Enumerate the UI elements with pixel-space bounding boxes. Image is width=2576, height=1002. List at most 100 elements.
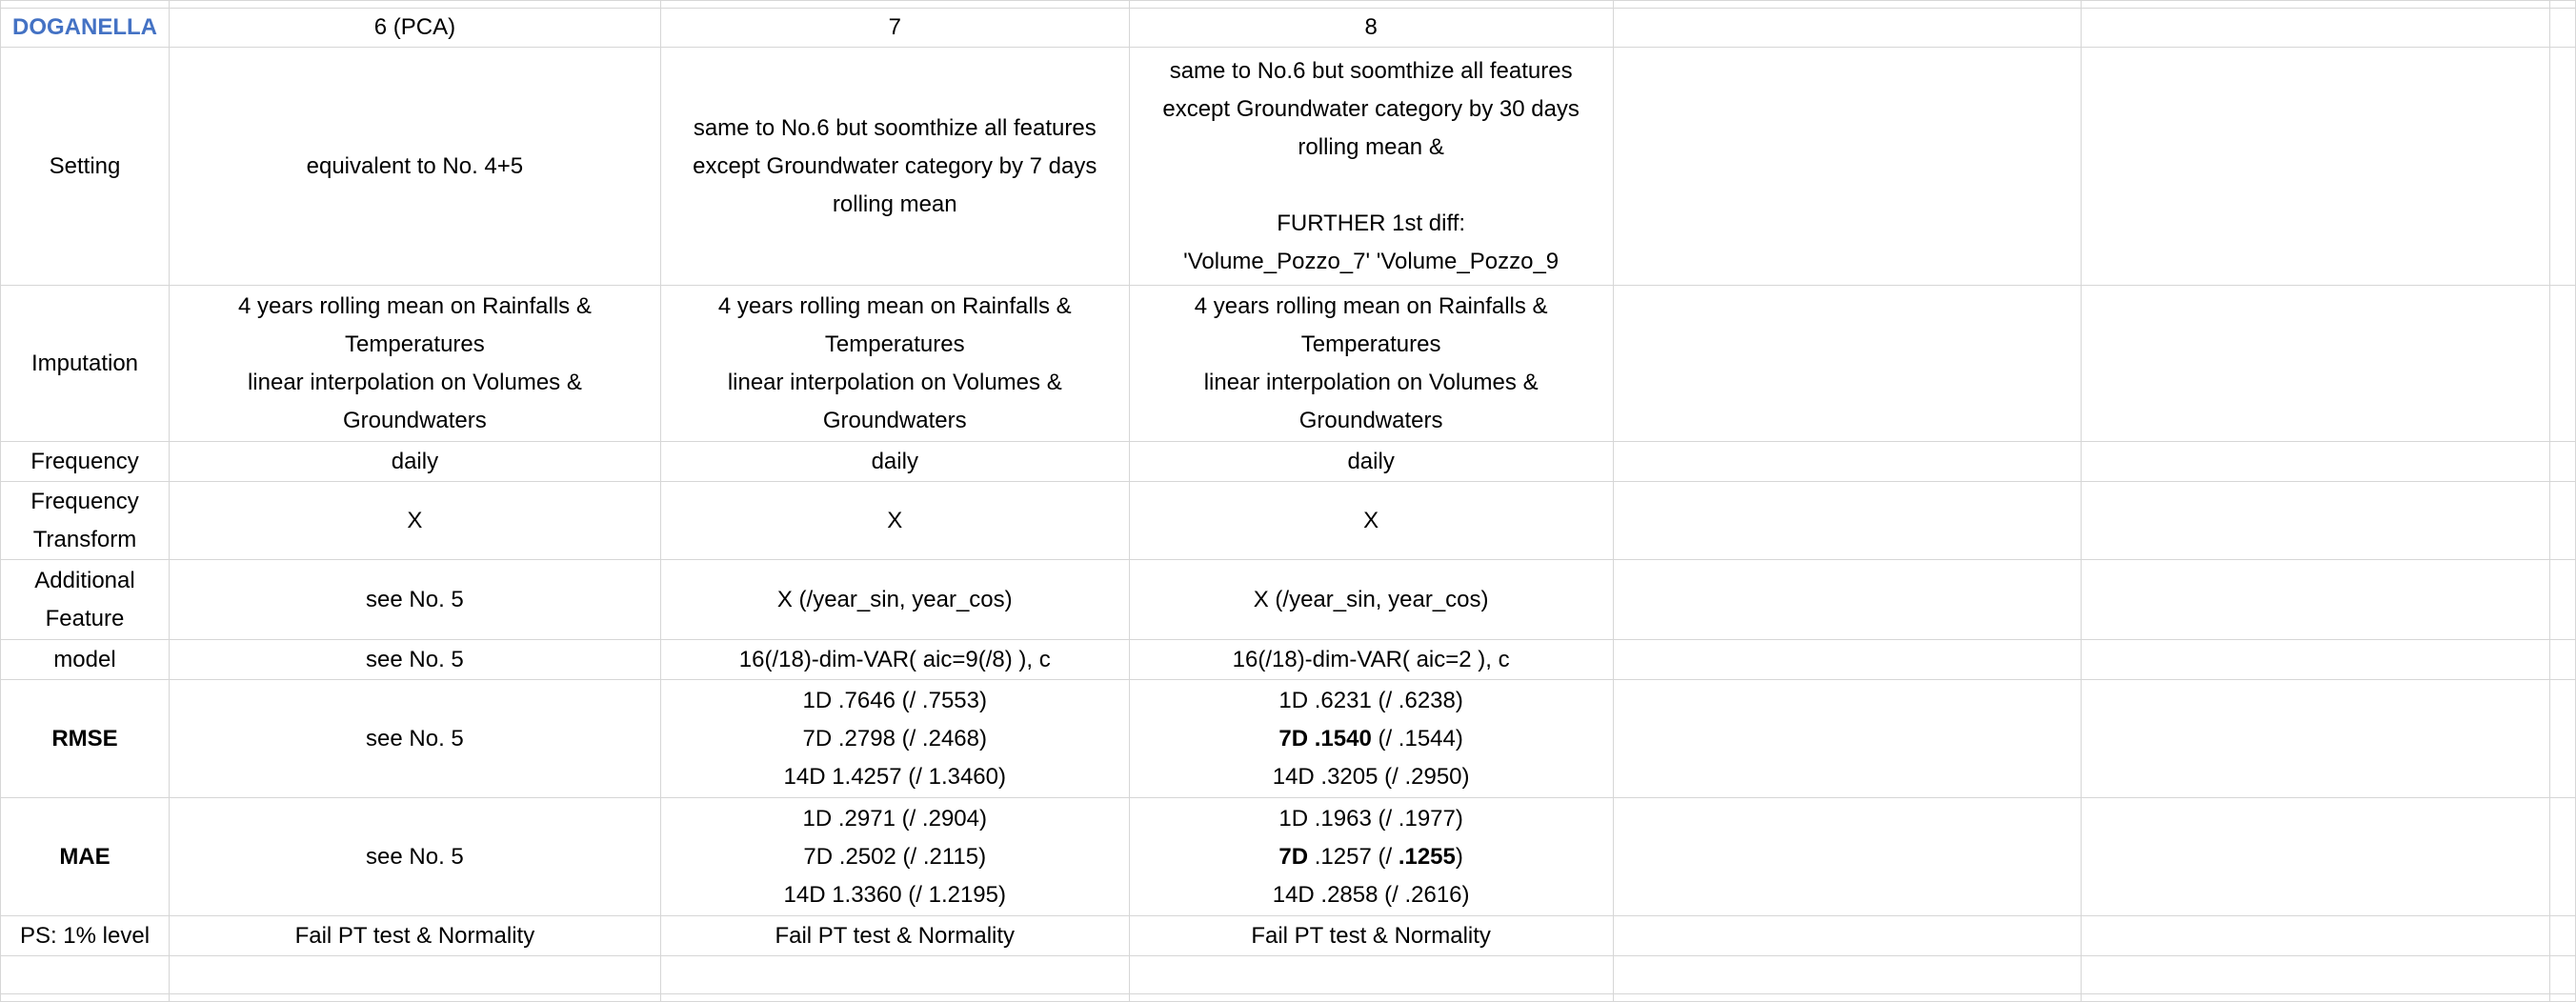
cell[interactable] <box>2548 441 2576 482</box>
cell[interactable] <box>2081 47 2550 286</box>
setting-cell-7[interactable]: same to No.6 but soomthize all features … <box>659 47 1130 286</box>
cell[interactable] <box>2081 285 2550 442</box>
frequency-transform-cell-7[interactable]: X <box>659 481 1130 560</box>
ps-cell-8[interactable]: Fail PT test & Normality <box>1128 915 1614 956</box>
cell-line: Groundwaters <box>822 407 967 433</box>
setting-label-cell[interactable]: Setting <box>0 47 170 286</box>
mae-cell-6[interactable]: see No. 5 <box>168 797 661 916</box>
frequency-label-cell[interactable]: Frequency <box>0 441 170 482</box>
cell[interactable] <box>168 0 661 9</box>
cell[interactable] <box>2081 8 2550 48</box>
additional-feature-cell-6[interactable]: see No. 5 <box>168 559 661 640</box>
cell[interactable] <box>2081 679 2550 798</box>
cell[interactable] <box>0 955 170 994</box>
column-header-8[interactable]: 8 <box>1128 8 1614 48</box>
rmse-cell-7[interactable]: 1D .7646 (/ .7553) 7D .2798 (/ .2468) 14… <box>659 679 1130 798</box>
ps-cell-7[interactable]: Fail PT test & Normality <box>659 915 1130 956</box>
cell[interactable] <box>2548 955 2576 994</box>
frequency-cell-7[interactable]: daily <box>659 441 1130 482</box>
imputation-label-cell[interactable]: Imputation <box>0 285 170 442</box>
imputation-cell-6[interactable]: 4 years rolling mean on Rainfalls & Temp… <box>168 285 661 442</box>
cell[interactable] <box>659 993 1130 1002</box>
cell[interactable] <box>659 0 1130 9</box>
sheet-title-cell[interactable]: DOGANELLA <box>0 8 170 48</box>
rmse-label-cell[interactable]: RMSE <box>0 679 170 798</box>
cell[interactable] <box>2548 47 2576 286</box>
frequency-cell-8[interactable]: daily <box>1128 441 1614 482</box>
cell[interactable] <box>1612 481 2083 560</box>
ps-label-cell[interactable]: PS: 1% level <box>0 915 170 956</box>
frequency-transform-row: Frequency Transform X X X <box>0 481 2576 560</box>
cell-line: except Groundwater category by 7 days <box>693 152 1097 179</box>
cell-line: 7D .1257 (/ .1255) <box>1134 838 1609 876</box>
cell[interactable] <box>2081 915 2550 956</box>
rmse-cell-6[interactable]: see No. 5 <box>168 679 661 798</box>
cell[interactable] <box>168 955 661 994</box>
cell[interactable] <box>1612 441 2083 482</box>
cell[interactable] <box>2548 0 2576 9</box>
value-text: ) <box>1455 843 1463 870</box>
mae-row: MAE see No. 5 1D .2971 (/ .2904) 7D .250… <box>0 797 2576 916</box>
header-row: DOGANELLA 6 (PCA) 7 8 <box>0 8 2576 48</box>
cell[interactable] <box>1612 47 2083 286</box>
mae-cell-7[interactable]: 1D .2971 (/ .2904) 7D .2502 (/ .2115) 14… <box>659 797 1130 916</box>
column-header-6[interactable]: 6 (PCA) <box>168 8 661 48</box>
cell[interactable] <box>2081 481 2550 560</box>
cell[interactable] <box>2548 639 2576 680</box>
mae-label-cell[interactable]: MAE <box>0 797 170 916</box>
frequency-transform-cell-8[interactable]: X <box>1128 481 1614 560</box>
cell-line: 7D .1540 (/ .1544) <box>1134 720 1609 758</box>
cell[interactable] <box>2548 679 2576 798</box>
cell[interactable] <box>2548 915 2576 956</box>
cell[interactable] <box>1612 285 2083 442</box>
frequency-transform-cell-6[interactable]: X <box>168 481 661 560</box>
mae-cell-8[interactable]: 1D .1963 (/ .1977) 7D .1257 (/ .1255) 14… <box>1128 797 1614 916</box>
cell[interactable] <box>1612 0 2083 9</box>
rmse-cell-8[interactable]: 1D .6231 (/ .6238) 7D .1540 (/ .1544) 14… <box>1128 679 1614 798</box>
cell[interactable] <box>168 993 661 1002</box>
cell[interactable] <box>1612 955 2083 994</box>
cell[interactable] <box>2081 993 2550 1002</box>
cell[interactable] <box>1612 915 2083 956</box>
cell[interactable] <box>2081 559 2550 640</box>
cell[interactable] <box>2548 797 2576 916</box>
cell[interactable] <box>2081 639 2550 680</box>
cell[interactable] <box>1612 797 2083 916</box>
model-cell-6[interactable]: see No. 5 <box>168 639 661 680</box>
cell[interactable] <box>1128 0 1614 9</box>
additional-feature-label-cell[interactable]: Additional Feature <box>0 559 170 640</box>
cell[interactable] <box>2548 8 2576 48</box>
imputation-cell-8[interactable]: 4 years rolling mean on Rainfalls & Temp… <box>1128 285 1614 442</box>
cell[interactable] <box>2548 481 2576 560</box>
cell[interactable] <box>2081 441 2550 482</box>
cell[interactable] <box>1612 8 2083 48</box>
setting-cell-8[interactable]: same to No.6 but soomthize all features … <box>1128 47 1614 286</box>
setting-cell-6[interactable]: equivalent to No. 4+5 <box>168 47 661 286</box>
additional-feature-cell-7[interactable]: X (/year_sin, year_cos) <box>659 559 1130 640</box>
cell[interactable] <box>0 0 170 9</box>
ps-cell-6[interactable]: Fail PT test & Normality <box>168 915 661 956</box>
model-label-cell[interactable]: model <box>0 639 170 680</box>
cell[interactable] <box>1612 639 2083 680</box>
cell[interactable] <box>1612 559 2083 640</box>
cell-line: Groundwaters <box>343 407 487 433</box>
cell[interactable] <box>0 993 170 1002</box>
column-header-7[interactable]: 7 <box>659 8 1130 48</box>
cell[interactable] <box>659 955 1130 994</box>
cell[interactable] <box>2081 0 2550 9</box>
cell[interactable] <box>2548 559 2576 640</box>
cell[interactable] <box>1128 993 1614 1002</box>
cell[interactable] <box>2081 797 2550 916</box>
cell[interactable] <box>2081 955 2550 994</box>
cell[interactable] <box>2548 993 2576 1002</box>
cell[interactable] <box>1612 679 2083 798</box>
cell[interactable] <box>2548 285 2576 442</box>
model-cell-8[interactable]: 16(/18)-dim-VAR( aic=2 ), c <box>1128 639 1614 680</box>
frequency-cell-6[interactable]: daily <box>168 441 661 482</box>
model-cell-7[interactable]: 16(/18)-dim-VAR( aic=9(/8) ), c <box>659 639 1130 680</box>
imputation-cell-7[interactable]: 4 years rolling mean on Rainfalls & Temp… <box>659 285 1130 442</box>
cell[interactable] <box>1612 993 2083 1002</box>
additional-feature-cell-8[interactable]: X (/year_sin, year_cos) <box>1128 559 1614 640</box>
frequency-transform-label-cell[interactable]: Frequency Transform <box>0 481 170 560</box>
cell[interactable] <box>1128 955 1614 994</box>
